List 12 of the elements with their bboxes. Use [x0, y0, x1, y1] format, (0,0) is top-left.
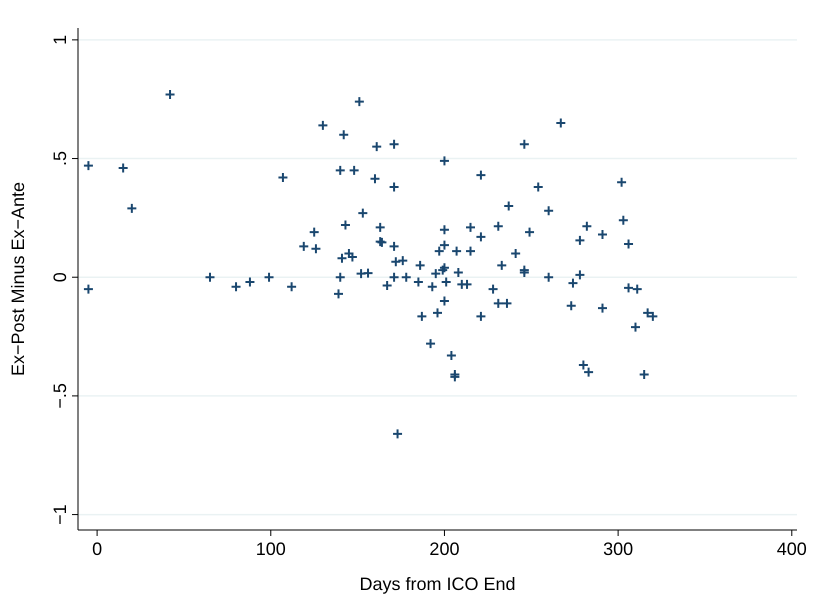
y-tick-label: .5	[50, 151, 70, 166]
y-tick-label: 1	[50, 34, 70, 45]
y-axis-title: Ex−Post Minus Ex−Ante	[8, 182, 28, 376]
x-tick-label: 0	[92, 539, 102, 559]
x-tick-label: 400	[776, 539, 807, 559]
x-tick-label: 100	[256, 539, 286, 559]
y-tick-label: −.5	[50, 383, 70, 409]
x-axis-title: Days from ICO End	[359, 574, 516, 594]
y-tick-label: −1	[50, 504, 70, 525]
y-tick-label: 0	[50, 272, 70, 282]
x-tick-label: 300	[603, 539, 634, 559]
x-tick-label: 200	[429, 539, 460, 559]
